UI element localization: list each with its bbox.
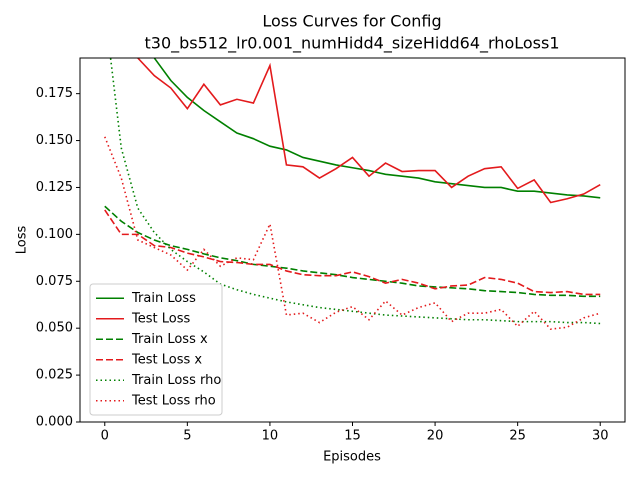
series-line: [104, 205, 601, 298]
y-axis-label: Loss: [15, 226, 30, 255]
series-line: [109, 58, 601, 325]
x-tick-label: 15: [344, 429, 361, 444]
chart-title: t30_bs512_lr0.001_numHidd4_sizeHidd64_rh…: [145, 34, 560, 54]
y-tick-label: 0.125: [36, 180, 73, 195]
legend-label: Test Loss x: [131, 352, 202, 367]
legend-label: Test Loss: [131, 311, 190, 326]
legend-box: [89, 283, 223, 416]
legend-label: Train Loss: [131, 291, 196, 306]
plot-area: [104, 58, 601, 330]
x-tick-label: 25: [509, 429, 526, 444]
x-tick-label: 30: [592, 429, 609, 444]
y-tick-label: 0.025: [36, 368, 73, 383]
series-line: [104, 209, 601, 296]
chart-title: Loss Curves for Config: [262, 12, 441, 31]
plot-frame: [79, 57, 626, 423]
x-tick-label: 10: [262, 429, 279, 444]
x-tick-label: 20: [427, 429, 444, 444]
legend-label: Train Loss x: [131, 332, 208, 347]
y-tick-label: 0.050: [36, 321, 73, 336]
y-tick-label: 0.000: [36, 415, 73, 430]
x-tick-label: 0: [101, 429, 109, 444]
legend-label: Train Loss rho: [131, 373, 221, 388]
series-line: [104, 136, 601, 330]
y-tick-label: 0.100: [36, 227, 73, 242]
x-axis-label: Episodes: [323, 450, 381, 465]
y-tick-label: 0.175: [36, 86, 73, 101]
series-line: [153, 58, 601, 199]
y-tick-label: 0.150: [36, 133, 73, 148]
series-line: [136, 58, 601, 204]
y-tick-label: 0.075: [36, 274, 73, 289]
x-tick-label: 5: [183, 429, 191, 444]
legend-label: Test Loss rho: [131, 393, 216, 408]
